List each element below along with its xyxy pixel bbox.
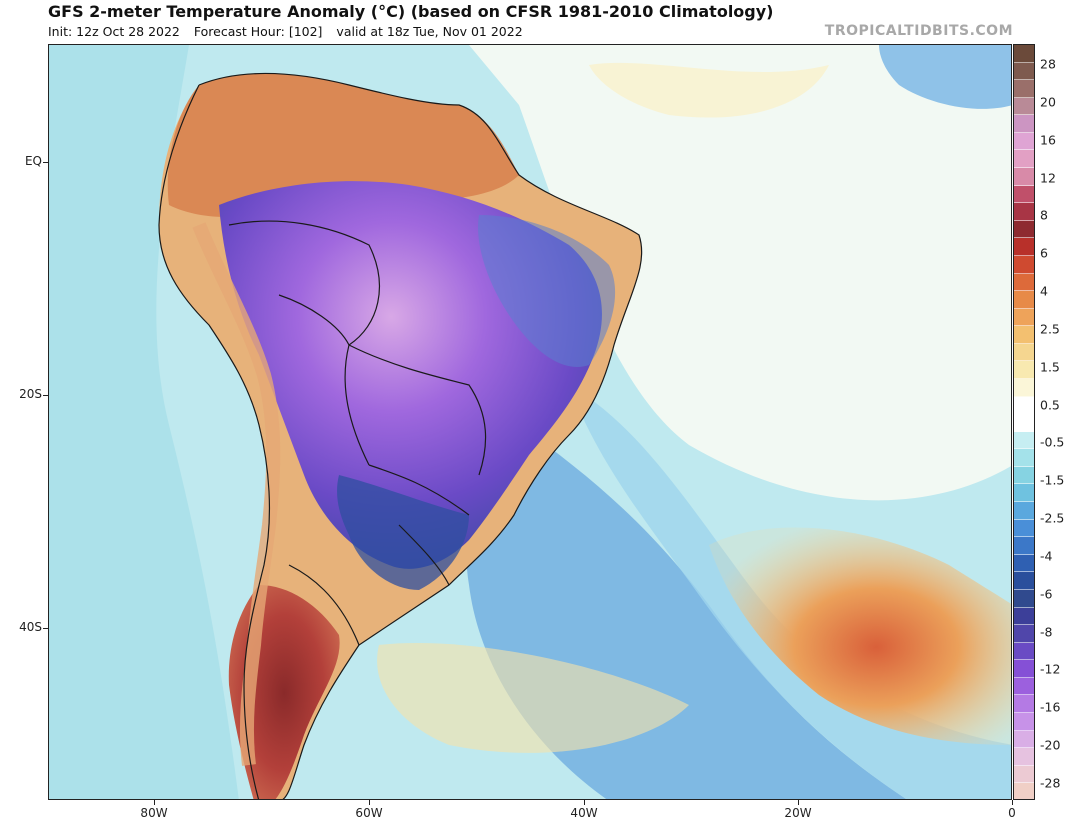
lon-tick — [369, 800, 370, 805]
valid-time: valid at 18z Tue, Nov 01 2022 — [336, 24, 523, 39]
colorbar-cell — [1014, 748, 1034, 766]
colorbar-cell — [1014, 361, 1034, 379]
colorbar-label: 6 — [1040, 245, 1048, 261]
colorbar-cell — [1014, 273, 1034, 292]
init-time: Init: 12z Oct 28 2022 — [48, 24, 180, 39]
colorbar-label: 8 — [1040, 207, 1048, 223]
colorbar-cell — [1014, 660, 1034, 678]
colorbar-label: 16 — [1040, 132, 1056, 148]
colorbar-cell — [1014, 730, 1034, 749]
colorbar-label: -4 — [1040, 548, 1053, 564]
colorbar-label: -0.5 — [1040, 434, 1065, 450]
colorbar-label: -16 — [1040, 699, 1061, 715]
colorbar-cell — [1014, 572, 1034, 590]
country-borders — [158, 72, 643, 799]
colorbar-cell — [1014, 589, 1034, 608]
colorbar-cell — [1014, 203, 1034, 221]
lon-tick — [154, 800, 155, 805]
colorbar-label: 20 — [1040, 94, 1056, 110]
colorbar-label: 1.5 — [1040, 359, 1060, 375]
lat-tick — [43, 628, 48, 629]
colorbar-label: -1.5 — [1040, 472, 1065, 488]
lon-label-40w: 40W — [570, 806, 598, 820]
colorbar-cell — [1014, 677, 1034, 696]
africa-coast — [879, 45, 1011, 109]
lat-tick — [43, 162, 48, 163]
cool-fringe — [569, 385, 1011, 799]
colorbar-cell — [1014, 97, 1034, 116]
colorbar-cell — [1014, 132, 1034, 151]
colorbar-cell — [1014, 712, 1034, 731]
colorbar-cell — [1014, 554, 1034, 573]
colorbar-label: -2.5 — [1040, 510, 1065, 526]
colorbar-cell — [1014, 115, 1034, 133]
colorbar-label: 4 — [1040, 283, 1048, 299]
colorbar-cell — [1014, 80, 1034, 98]
colorbar-cell — [1014, 783, 1034, 799]
colorbar-label: -8 — [1040, 624, 1053, 640]
colorbar-label: -20 — [1040, 737, 1061, 753]
lat-tick — [43, 395, 48, 396]
colorbar-cell — [1014, 45, 1034, 63]
colorbar-cell — [1014, 185, 1034, 204]
pacific-cool-region — [49, 45, 239, 799]
colorbar-label: 28 — [1040, 56, 1056, 72]
lon-label-20w: 20W — [784, 806, 812, 820]
colorbar-cell — [1014, 308, 1034, 327]
colorbar-label: 0.5 — [1040, 397, 1060, 413]
lon-tick — [1012, 800, 1013, 805]
map-area[interactable] — [48, 44, 1012, 800]
colorbar-cell — [1014, 414, 1034, 432]
tropical-atlantic-neutral — [469, 45, 1011, 501]
colorbar-cell — [1014, 291, 1034, 309]
lon-tick — [798, 800, 799, 805]
brand-watermark: TROPICALTIDBITS.COM — [824, 23, 1013, 39]
colorbar-cell — [1014, 765, 1034, 784]
colorbar-cell — [1014, 519, 1034, 538]
colorbar-cell — [1014, 150, 1034, 169]
chart-title: GFS 2-meter Temperature Anomaly (°C) (ba… — [48, 2, 774, 21]
colorbar-cell — [1014, 695, 1034, 713]
colorbar-cell — [1014, 431, 1034, 450]
colorbar-cell — [1014, 607, 1034, 626]
colorbar-cell — [1014, 396, 1034, 415]
colorbar-cell — [1014, 326, 1034, 344]
south-brazil-cold — [337, 475, 469, 590]
lat-label-eq: EQ — [24, 154, 42, 168]
ne-brazil-blue — [478, 215, 616, 367]
anomaly-map — [49, 45, 1011, 799]
colorbar-label: -28 — [1040, 775, 1061, 791]
colorbar-cell — [1014, 537, 1034, 555]
colorbar-cell — [1014, 343, 1034, 362]
lon-label-80w: 80W — [140, 806, 168, 820]
colorbar-label: 12 — [1040, 170, 1056, 186]
colorbar-cell — [1014, 625, 1034, 643]
northern-warm-zone — [167, 73, 519, 217]
lon-label-60w: 60W — [355, 806, 383, 820]
lat-label-40s: 40S — [19, 620, 42, 634]
colorbar-cell — [1014, 220, 1034, 239]
colorbar-label: 2.5 — [1040, 321, 1060, 337]
forecast-hour: Forecast Hour: [102] — [193, 24, 323, 39]
colorbar-cell — [1014, 168, 1034, 186]
colorbar — [1013, 44, 1035, 800]
chart-subtitle: Init: 12z Oct 28 2022 Forecast Hour: [10… — [48, 24, 533, 39]
colorbar-cell — [1014, 502, 1034, 520]
colorbar-cell — [1014, 238, 1034, 256]
warm-atlantic-plume — [709, 527, 1011, 745]
lat-label-20s: 20S — [19, 387, 42, 401]
colorbar-cell — [1014, 449, 1034, 467]
lon-label-0: 0 — [1008, 806, 1016, 820]
lon-tick — [584, 800, 585, 805]
colorbar-label: -12 — [1040, 661, 1061, 677]
warm-band-south — [377, 643, 689, 753]
warm-patch — [589, 62, 829, 118]
colorbar-cell — [1014, 378, 1034, 397]
colorbar-cell — [1014, 62, 1034, 81]
colorbar-cell — [1014, 484, 1034, 503]
colorbar-cell — [1014, 642, 1034, 661]
colorbar-cell — [1014, 255, 1034, 274]
colorbar-label: -6 — [1040, 586, 1053, 602]
colorbar-cell — [1014, 466, 1034, 485]
